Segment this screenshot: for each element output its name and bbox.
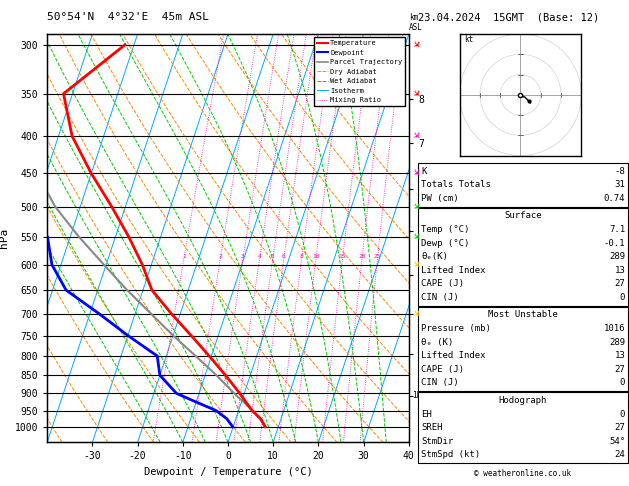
Text: CAPE (J): CAPE (J) <box>421 279 464 288</box>
Text: SREH: SREH <box>421 423 443 432</box>
Text: Temp (°C): Temp (°C) <box>421 225 470 234</box>
Text: 0: 0 <box>620 379 625 387</box>
Text: 27: 27 <box>615 423 625 432</box>
Text: 54°: 54° <box>609 437 625 446</box>
Text: 1LCL: 1LCL <box>413 391 431 400</box>
Text: EH: EH <box>421 410 432 418</box>
X-axis label: Dewpoint / Temperature (°C): Dewpoint / Temperature (°C) <box>143 467 313 477</box>
Text: 10: 10 <box>312 254 320 260</box>
Text: 7.1: 7.1 <box>609 225 625 234</box>
Text: Surface: Surface <box>504 211 542 220</box>
Text: CIN (J): CIN (J) <box>421 379 459 387</box>
Text: ✈: ✈ <box>409 258 421 271</box>
Text: 27: 27 <box>615 365 625 374</box>
Text: Lifted Index: Lifted Index <box>421 351 486 360</box>
Text: 24: 24 <box>615 451 625 459</box>
Text: 3: 3 <box>241 254 245 260</box>
Text: 31: 31 <box>615 180 625 189</box>
Text: ✈: ✈ <box>409 307 421 320</box>
Text: Most Unstable: Most Unstable <box>488 311 558 319</box>
Y-axis label: Mixing Ratio (g/kg): Mixing Ratio (g/kg) <box>426 187 435 289</box>
Y-axis label: hPa: hPa <box>0 228 9 248</box>
Text: 4: 4 <box>258 254 261 260</box>
Text: Pressure (mb): Pressure (mb) <box>421 324 491 333</box>
Text: 23.04.2024  15GMT  (Base: 12): 23.04.2024 15GMT (Base: 12) <box>418 12 599 22</box>
Text: 15: 15 <box>338 254 346 260</box>
Text: 50°54'N  4°32'E  45m ASL: 50°54'N 4°32'E 45m ASL <box>47 12 209 22</box>
Text: 20: 20 <box>358 254 365 260</box>
Text: Lifted Index: Lifted Index <box>421 266 486 275</box>
Text: StmDir: StmDir <box>421 437 454 446</box>
Text: 8: 8 <box>300 254 303 260</box>
Text: θₑ (K): θₑ (K) <box>421 338 454 347</box>
Text: 0.74: 0.74 <box>604 194 625 203</box>
Text: 289: 289 <box>609 252 625 261</box>
Text: 13: 13 <box>615 351 625 360</box>
Text: Totals Totals: Totals Totals <box>421 180 491 189</box>
Text: 289: 289 <box>609 338 625 347</box>
Text: kt: kt <box>464 35 473 44</box>
Text: 5: 5 <box>271 254 275 260</box>
Text: 6: 6 <box>282 254 286 260</box>
Text: 2: 2 <box>218 254 222 260</box>
Text: km
ASL: km ASL <box>409 13 423 32</box>
Legend: Temperature, Dewpoint, Parcel Trajectory, Dry Adiabat, Wet Adiabat, Isotherm, Mi: Temperature, Dewpoint, Parcel Trajectory… <box>314 37 405 106</box>
Text: -8: -8 <box>615 167 625 175</box>
Text: PW (cm): PW (cm) <box>421 194 459 203</box>
Text: ✈: ✈ <box>409 231 421 243</box>
Text: -0.1: -0.1 <box>604 239 625 247</box>
Text: 13: 13 <box>615 266 625 275</box>
Text: ✈: ✈ <box>409 130 421 142</box>
Text: ✈: ✈ <box>409 167 421 180</box>
Text: © weatheronline.co.uk: © weatheronline.co.uk <box>474 469 572 478</box>
Text: 25: 25 <box>374 254 381 260</box>
Text: 0: 0 <box>620 293 625 302</box>
Text: CAPE (J): CAPE (J) <box>421 365 464 374</box>
Text: K: K <box>421 167 427 175</box>
Text: CIN (J): CIN (J) <box>421 293 459 302</box>
Text: θₑ(K): θₑ(K) <box>421 252 448 261</box>
Text: 0: 0 <box>620 410 625 418</box>
Text: 1016: 1016 <box>604 324 625 333</box>
Text: 1: 1 <box>182 254 186 260</box>
Text: ✈: ✈ <box>409 38 421 51</box>
Text: ✈: ✈ <box>409 87 421 100</box>
Text: 27: 27 <box>615 279 625 288</box>
Text: Hodograph: Hodograph <box>499 396 547 405</box>
Text: StmSpd (kt): StmSpd (kt) <box>421 451 481 459</box>
Text: Dewp (°C): Dewp (°C) <box>421 239 470 247</box>
Text: ✈: ✈ <box>409 200 421 213</box>
